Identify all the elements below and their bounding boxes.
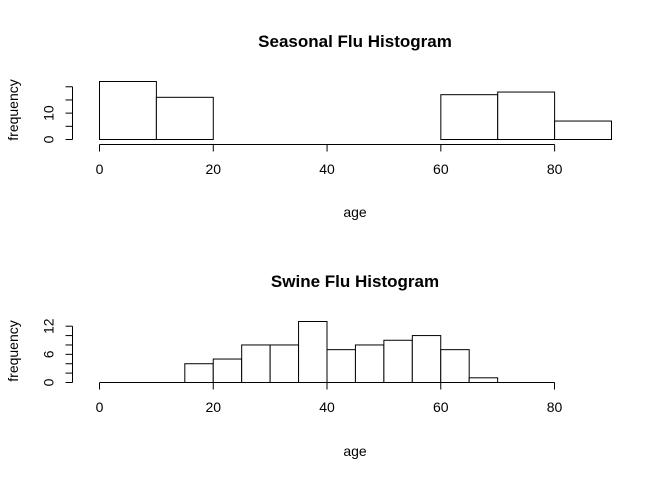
chart2-y-label: frequency [5, 320, 21, 381]
chart1-x-tick-label-3: 60 [433, 161, 449, 177]
chart1-y-tick-label-2: 10 [41, 105, 57, 121]
chart2-y-tick-label-0: 0 [41, 378, 57, 386]
chart2-bar-7 [383, 339, 413, 383]
chart2-bar-4 [298, 321, 328, 383]
chart1-x-tick-label-2: 40 [319, 161, 335, 177]
chart1-title: Seasonal Flu Histogram [258, 32, 452, 51]
chart2-bar-5 [326, 349, 356, 383]
chart2-bar-9 [440, 349, 470, 383]
chart2-x-tick-label-3: 60 [433, 399, 449, 415]
chart2-x-tick-label-1: 20 [205, 399, 221, 415]
chart1-bar-6 [440, 94, 499, 140]
chart1-x-label: age [343, 204, 367, 220]
chart1-bar-7 [497, 91, 556, 140]
chart2-x-tick-label-0: 0 [96, 399, 104, 415]
chart2-y-tick-label-6: 12 [41, 318, 57, 334]
chart1-bar-0 [99, 81, 157, 140]
chart1-bar-8 [554, 120, 612, 141]
chart2-y-tick-label-3: 6 [41, 350, 57, 358]
chart2-bar-3 [269, 344, 300, 384]
chart2-bar-1 [212, 358, 243, 383]
chart2-x-tick-label-4: 80 [547, 399, 563, 415]
chart1-y-tick-label-0: 0 [41, 135, 57, 143]
chart2-x-label: age [343, 443, 367, 459]
chart2-title: Swine Flu Histogram [271, 272, 439, 291]
chart2-x-tick-label-2: 40 [319, 399, 335, 415]
chart1-y-label: frequency [5, 79, 21, 140]
chart2-bar-10 [468, 377, 499, 383]
chart1-x-tick-label-4: 80 [547, 161, 563, 177]
chart2-bar-2 [241, 344, 271, 384]
chart2-bar-8 [411, 335, 442, 384]
chart2-bar-0 [184, 363, 214, 384]
chart2-bar-6 [354, 344, 385, 384]
chart1-x-tick-label-0: 0 [96, 161, 104, 177]
chart1-x-tick-label-1: 20 [205, 161, 221, 177]
chart1-bar-1 [155, 96, 214, 141]
